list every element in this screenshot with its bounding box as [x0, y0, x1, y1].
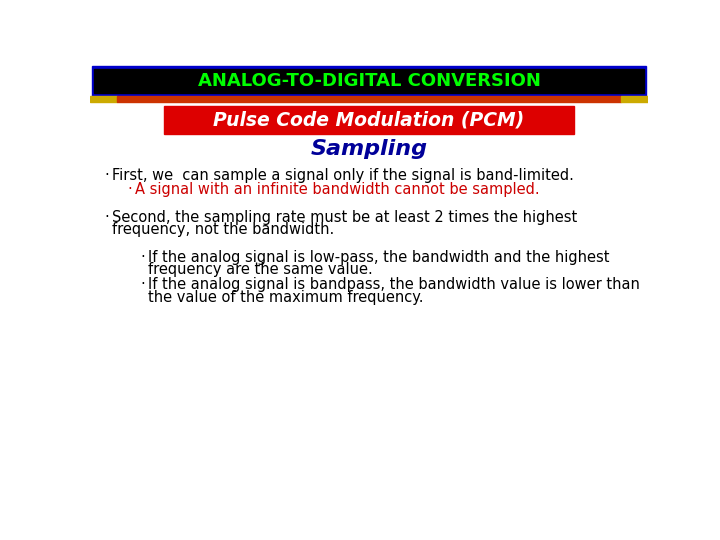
- Text: A signal with an infinite bandwidth cannot be sampled.: A signal with an infinite bandwidth cann…: [135, 182, 539, 197]
- Text: ·: ·: [104, 210, 109, 225]
- Bar: [90, 96, 117, 102]
- Text: ·: ·: [140, 278, 145, 292]
- Bar: [94, 69, 644, 93]
- Bar: [163, 106, 575, 134]
- Text: ANALOG-TO-DIGITAL CONVERSION: ANALOG-TO-DIGITAL CONVERSION: [197, 72, 541, 90]
- Text: frequency are the same value.: frequency are the same value.: [148, 262, 373, 277]
- Text: If the analog signal is low-pass, the bandwidth and the highest: If the analog signal is low-pass, the ba…: [148, 249, 610, 265]
- Text: Sampling: Sampling: [310, 139, 428, 159]
- Bar: [621, 96, 648, 102]
- Text: ·: ·: [127, 182, 132, 197]
- Text: First, we  can sample a signal only if the signal is band-limited.: First, we can sample a signal only if th…: [112, 168, 574, 183]
- Text: If the analog signal is bandpass, the bandwidth value is lower than: If the analog signal is bandpass, the ba…: [148, 278, 640, 292]
- Bar: [117, 96, 621, 102]
- Text: frequency, not the bandwidth.: frequency, not the bandwidth.: [112, 222, 334, 237]
- Text: the value of the maximum frequency.: the value of the maximum frequency.: [148, 289, 423, 305]
- Bar: [91, 66, 647, 96]
- Text: ·: ·: [104, 168, 109, 183]
- Text: Pulse Code Modulation (PCM): Pulse Code Modulation (PCM): [213, 111, 525, 130]
- Text: ·: ·: [140, 249, 145, 265]
- Text: Second, the sampling rate must be at least 2 times the highest: Second, the sampling rate must be at lea…: [112, 210, 577, 225]
